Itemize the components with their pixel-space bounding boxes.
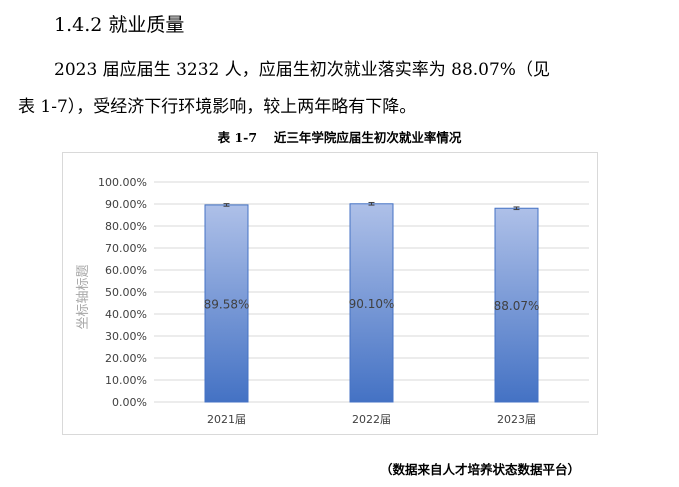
- paragraph-line-2: 表 1-7），受经济下行环境影响，较上两年略有下降。: [18, 97, 417, 117]
- y-tick-label: 40.00%: [105, 308, 147, 321]
- data-label: 90.10%: [349, 297, 395, 311]
- y-tick-label: 80.00%: [105, 220, 147, 233]
- data-label: 88.07%: [494, 299, 540, 313]
- y-tick-label: 60.00%: [105, 264, 147, 277]
- source-note: （数据来自人才培养状态数据平台）: [380, 462, 581, 477]
- x-tick-label: 2023届: [497, 413, 536, 426]
- data-label: 89.58%: [204, 297, 250, 311]
- y-tick-label: 30.00%: [105, 330, 147, 343]
- summary-paragraph: 2023 届应届生 3232 人，应届生初次就业落实率为 88.07%（见 表 …: [18, 52, 658, 126]
- y-tick-label: 70.00%: [105, 242, 147, 255]
- bar: [494, 207, 539, 403]
- x-tick-label: 2022届: [352, 413, 391, 426]
- y-tick-label: 0.00%: [112, 396, 147, 409]
- y-tick-label: 10.00%: [105, 374, 147, 387]
- y-axis-title: 坐标轴标题: [76, 264, 91, 329]
- x-tick-label: 2021届: [207, 413, 246, 426]
- chart-frame: [62, 152, 598, 435]
- y-tick-labels: 0.00% 10.00% 20.00% 30.00% 40.00% 50.00% 60.00…: [98, 176, 147, 409]
- y-tick-label: 90.00%: [105, 198, 147, 211]
- bars: 89.58% 90.10% 88.07%: [204, 201, 540, 403]
- x-tick-labels: 2021届 2022届 2023届: [207, 413, 536, 426]
- section-heading: 1.4.2 就业质量: [54, 14, 185, 36]
- y-tick-label: 100.00%: [98, 176, 147, 189]
- paragraph-line-1: 2023 届应届生 3232 人，应届生初次就业落实率为 88.07%（见: [54, 60, 550, 80]
- bar: [349, 203, 394, 403]
- y-tick-label: 50.00%: [105, 286, 147, 299]
- y-tick-label: 20.00%: [105, 352, 147, 365]
- table-caption: 表 1-7 近三年学院应届生初次就业率情况: [217, 130, 462, 145]
